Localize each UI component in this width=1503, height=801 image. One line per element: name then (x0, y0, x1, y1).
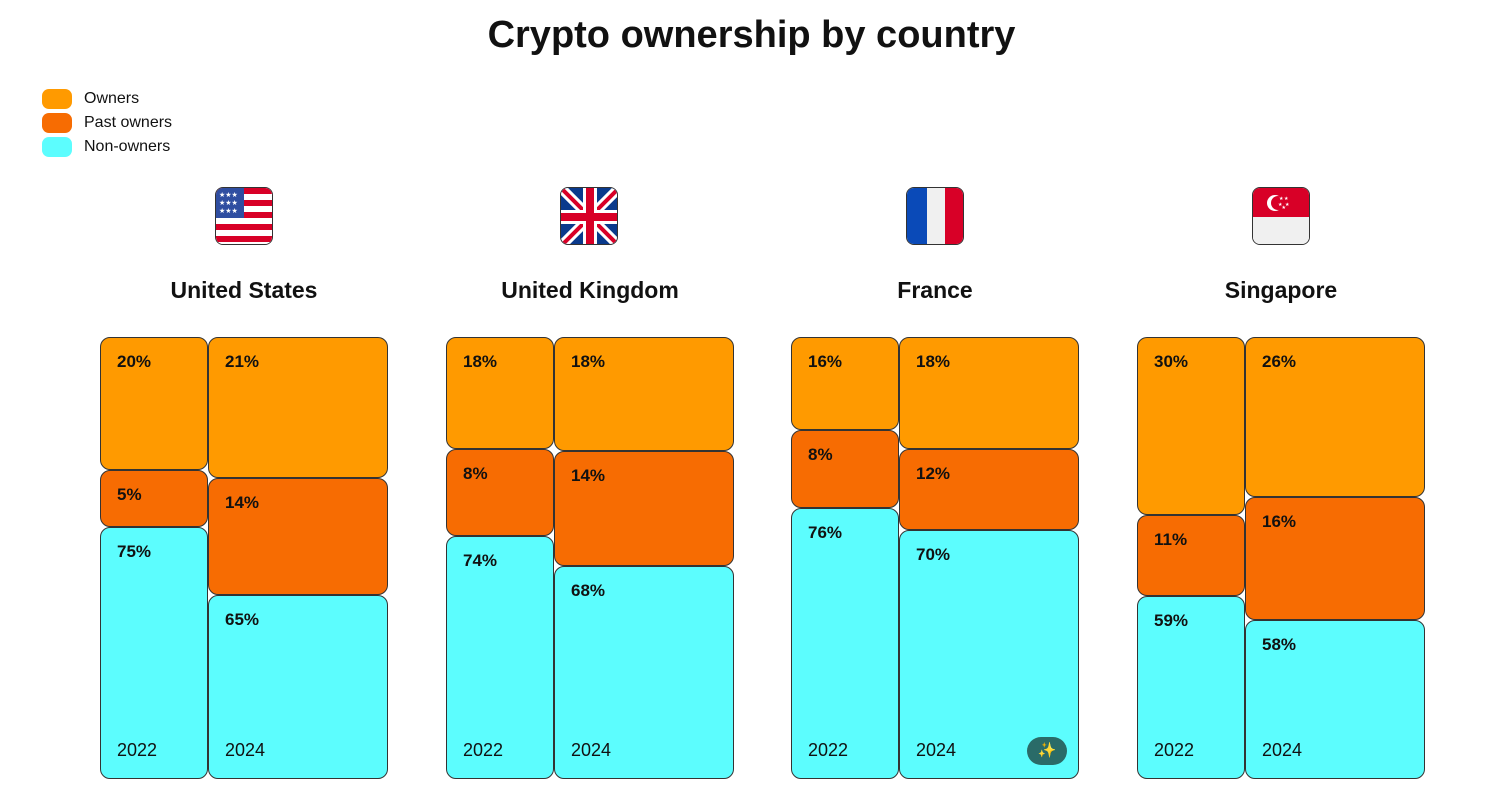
data-label: 58% (1262, 635, 1297, 654)
data-label: 68% (571, 581, 606, 600)
cell-non-owners: 58% (1245, 620, 1425, 779)
uk-flag-icon (560, 187, 618, 245)
cell-owners: 20% (100, 337, 208, 470)
cell-past-owners: 8% (446, 449, 554, 536)
svg-text:★★★: ★★★ (219, 207, 238, 215)
chart-title: Crypto ownership by country (487, 14, 1016, 56)
data-label: 75% (117, 542, 152, 561)
cell-owners: 18% (446, 337, 554, 449)
data-label: 18% (916, 352, 951, 371)
cell-owners: 16% (791, 337, 899, 430)
us-flag-icon: ★★★ ★★★ ★★★ (215, 187, 273, 245)
legend-swatch (42, 137, 72, 157)
singapore-flag-icon: ★ ★ ★ ★ ★ (1252, 187, 1310, 245)
country-name: Singapore (1224, 277, 1338, 303)
france-flag-icon (906, 187, 964, 245)
data-label: 65% (225, 610, 260, 629)
data-label: 20% (117, 352, 152, 371)
data-label: 74% (463, 551, 498, 570)
data-label: 16% (1262, 512, 1297, 531)
country-name: United Kingdom (501, 277, 679, 303)
data-label: 70% (916, 545, 951, 564)
cell-non-owners: 74% (446, 536, 554, 779)
data-label: 8% (463, 464, 488, 483)
data-label: 21% (225, 352, 260, 371)
legend-item-owners: Owners (42, 88, 139, 110)
svg-text:★★★: ★★★ (219, 199, 238, 207)
cell-non-owners: 75% (100, 527, 208, 779)
year-label: 2022 (808, 740, 849, 760)
data-label: 26% (1262, 352, 1297, 371)
legend-swatch (42, 89, 72, 109)
data-label: 59% (1154, 611, 1189, 630)
year-label: 2024 (1262, 740, 1303, 760)
svg-text:★: ★ (1278, 202, 1283, 208)
magic-wand-icon: ✨ (1037, 742, 1057, 759)
legend-item-non-owners: Non-owners (42, 136, 170, 158)
data-label: 30% (1154, 352, 1189, 371)
cell-non-owners: 68% (554, 566, 734, 779)
data-label: 18% (463, 352, 498, 371)
svg-text:★: ★ (1284, 196, 1289, 202)
year-label: 2022 (117, 740, 158, 760)
country-name: France (897, 277, 973, 303)
cell-owners: 30% (1137, 337, 1245, 515)
data-label: 12% (916, 464, 951, 483)
year-label: 2024 (571, 740, 612, 760)
data-label: 16% (808, 352, 843, 371)
cell-past-owners: 11% (1137, 515, 1245, 596)
cell-non-owners: 76% (791, 508, 899, 779)
cell-owners: 26% (1245, 337, 1425, 497)
cell-past-owners: 8% (791, 430, 899, 508)
legend-label: Owners (84, 90, 140, 107)
legend-label: Non-owners (84, 138, 171, 155)
cell-past-owners: 5% (100, 470, 208, 527)
svg-text:★: ★ (1285, 202, 1290, 208)
cell-past-owners: 14% (554, 451, 734, 566)
svg-text:★★★: ★★★ (219, 191, 238, 199)
cell-non-owners: 65% (208, 595, 388, 779)
cell-owners: 18% (554, 337, 734, 451)
cell-past-owners: 12% (899, 449, 1079, 530)
data-label: 18% (571, 352, 606, 371)
year-label: 2024 (916, 740, 957, 760)
year-label: 2022 (463, 740, 504, 760)
cell-owners: 21% (208, 337, 388, 478)
data-label: 76% (808, 523, 843, 542)
legend-swatch (42, 113, 72, 133)
cell-non-owners: 59% (1137, 596, 1245, 779)
svg-text:★: ★ (1279, 196, 1284, 202)
data-label: 14% (571, 466, 606, 485)
magic-wand-button[interactable]: ✨ (1027, 737, 1067, 765)
year-label: 2022 (1154, 740, 1195, 760)
cell-owners: 18% (899, 337, 1079, 449)
legend-label: Past owners (84, 114, 173, 131)
legend-item-past-owners: Past owners (42, 112, 172, 134)
svg-text:★: ★ (1282, 205, 1287, 211)
data-label: 11% (1154, 530, 1188, 549)
data-label: 8% (808, 445, 833, 464)
data-label: 5% (117, 485, 142, 504)
country-name: United States (170, 277, 318, 303)
data-label: 14% (225, 493, 260, 512)
cell-past-owners: 16% (1245, 497, 1425, 620)
cell-past-owners: 14% (208, 478, 388, 595)
year-label: 2024 (225, 740, 266, 760)
